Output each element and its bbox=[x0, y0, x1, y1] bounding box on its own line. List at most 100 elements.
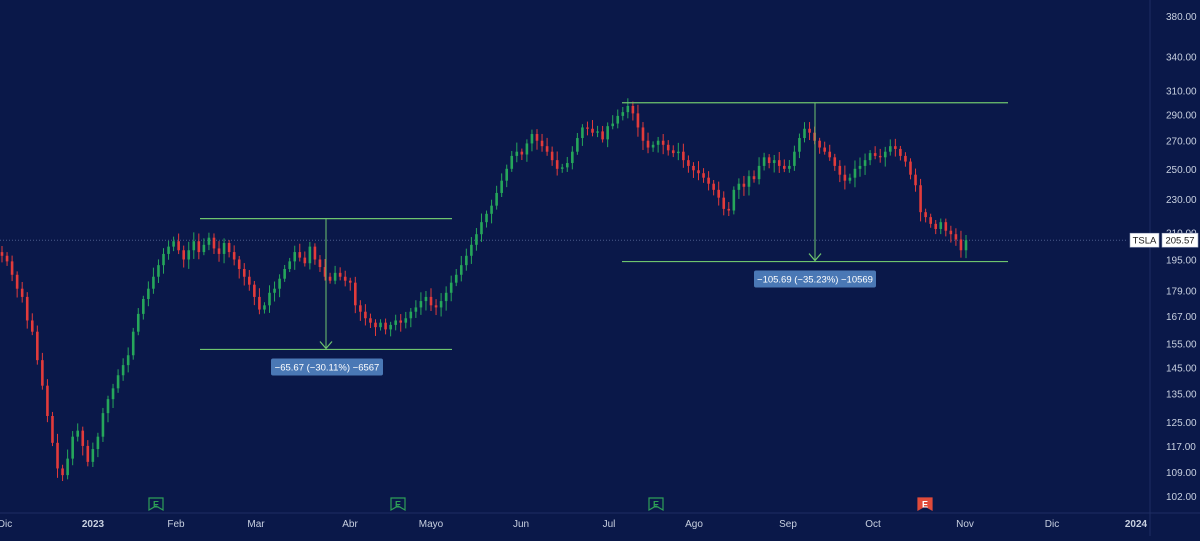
candle bbox=[793, 145, 796, 171]
candle bbox=[142, 295, 145, 320]
candle bbox=[30, 313, 34, 336]
candle bbox=[116, 369, 120, 393]
measure-label-box bbox=[271, 358, 383, 376]
candle-body bbox=[268, 292, 271, 306]
candle bbox=[197, 233, 201, 260]
candle-body bbox=[757, 165, 761, 180]
earnings-marker-green[interactable]: E bbox=[148, 497, 164, 512]
candle-body bbox=[399, 320, 403, 323]
candle bbox=[258, 288, 261, 315]
candle bbox=[152, 267, 155, 294]
candle bbox=[692, 162, 695, 178]
candle bbox=[853, 160, 857, 188]
candle bbox=[303, 251, 307, 267]
candle-body bbox=[419, 301, 423, 308]
x-tick-label: Mayo bbox=[419, 519, 444, 530]
x-tick-label: Nov bbox=[956, 519, 974, 530]
candle bbox=[439, 293, 443, 317]
candle-body bbox=[242, 268, 246, 277]
measure-label: −105.69 (−35.23%) −10569 bbox=[757, 275, 873, 286]
candle bbox=[591, 120, 594, 137]
candle-body bbox=[288, 261, 291, 269]
candle-body bbox=[36, 331, 39, 361]
candle bbox=[81, 426, 85, 456]
candle-body bbox=[752, 176, 756, 180]
candle-body bbox=[424, 296, 428, 302]
candle bbox=[56, 433, 59, 478]
price-axis: 380.00 340.00 310.00 290.00 270.00 250.00 230.… bbox=[1166, 12, 1197, 503]
candle bbox=[677, 142, 680, 161]
candle bbox=[308, 241, 312, 270]
candle-body bbox=[152, 276, 155, 289]
candle bbox=[772, 154, 776, 173]
candle bbox=[964, 234, 968, 259]
earnings-badge bbox=[390, 497, 406, 512]
price-range-measure[interactable]: −65.67 (−30.11%) −6567 bbox=[200, 218, 452, 376]
measure-arrow-head bbox=[808, 253, 822, 262]
candle bbox=[894, 138, 897, 157]
earnings-marker-green[interactable]: E bbox=[390, 497, 406, 512]
y-tick-label: 195.00 bbox=[1166, 255, 1197, 266]
candle-body bbox=[353, 282, 357, 306]
candle-body bbox=[177, 241, 180, 251]
candle bbox=[631, 101, 635, 121]
candle-body bbox=[389, 324, 392, 330]
candle-body bbox=[853, 168, 857, 178]
candle bbox=[873, 146, 877, 160]
y-tick-label: 167.00 bbox=[1166, 312, 1197, 323]
candle-body bbox=[25, 296, 29, 321]
candle bbox=[949, 225, 953, 243]
candle-body bbox=[333, 272, 337, 281]
candle bbox=[798, 133, 801, 159]
last-price-box bbox=[1161, 232, 1199, 248]
candle bbox=[904, 152, 907, 167]
candle-body bbox=[15, 274, 19, 289]
x-tick-label: Sep bbox=[779, 519, 797, 530]
earnings-badge bbox=[648, 497, 664, 512]
candle bbox=[25, 292, 29, 329]
earnings-letter: E bbox=[653, 500, 659, 510]
candle bbox=[404, 311, 408, 329]
candle-body bbox=[217, 248, 221, 254]
candle bbox=[202, 238, 206, 256]
candle-body bbox=[328, 276, 332, 281]
candle bbox=[843, 165, 847, 190]
candle bbox=[520, 148, 524, 161]
candle-body bbox=[41, 360, 44, 386]
candle-body bbox=[237, 259, 241, 269]
candle bbox=[298, 243, 302, 262]
candle-body bbox=[894, 146, 897, 149]
candle-body bbox=[434, 305, 438, 308]
candle-body bbox=[873, 153, 877, 156]
candle bbox=[621, 106, 625, 121]
candle bbox=[576, 132, 579, 155]
candle bbox=[36, 325, 39, 365]
candle-body bbox=[636, 113, 640, 128]
earnings-marker-green[interactable]: E bbox=[648, 497, 664, 512]
candle bbox=[364, 304, 367, 326]
candle bbox=[424, 291, 428, 311]
x-tick-label: Dic bbox=[1045, 519, 1059, 530]
candle-body bbox=[525, 143, 529, 155]
candle-body bbox=[348, 280, 352, 283]
candle-body bbox=[732, 189, 736, 211]
candle-body bbox=[369, 318, 372, 323]
y-tick-label: 102.00 bbox=[1166, 492, 1197, 503]
candle bbox=[727, 202, 731, 217]
candle bbox=[5, 252, 9, 266]
candle-body bbox=[712, 183, 715, 190]
candle-body bbox=[651, 144, 655, 148]
x-tick-label: 2024 bbox=[1125, 519, 1148, 530]
candle bbox=[41, 352, 44, 390]
price-range-measure[interactable]: −105.69 (−35.23%) −10569 bbox=[622, 102, 1008, 288]
candle-body bbox=[576, 138, 579, 152]
y-tick-label: 230.00 bbox=[1166, 195, 1197, 206]
candle-body bbox=[788, 165, 791, 169]
candle bbox=[742, 175, 746, 196]
candle bbox=[136, 308, 140, 336]
x-tick-label: Jun bbox=[513, 519, 529, 530]
candle bbox=[737, 178, 741, 199]
earnings-marker-red[interactable]: E bbox=[917, 497, 933, 512]
